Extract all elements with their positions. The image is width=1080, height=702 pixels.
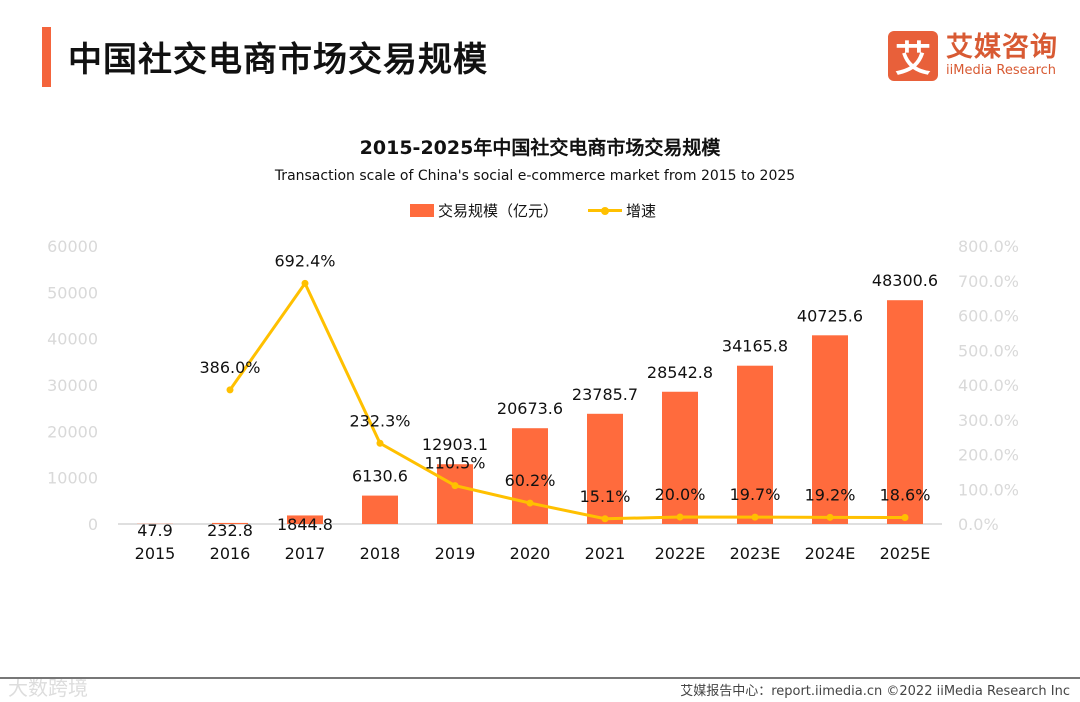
y-right-tick-label: 800.0% <box>958 237 1019 256</box>
x-tick-label: 2022E <box>655 544 706 563</box>
bar-value-label: 1844.8 <box>277 515 333 534</box>
y-left-tick-label: 20000 <box>47 422 98 441</box>
watermark: 大数跨境 <box>8 676 88 700</box>
x-tick-label: 2023E <box>730 544 781 563</box>
growth-point <box>751 513 759 521</box>
growth-value-label: 60.2% <box>505 471 556 490</box>
bar-value-label: 20673.6 <box>497 399 563 418</box>
y-left-tick-label: 10000 <box>47 469 98 488</box>
legend: 交易规模（亿元） 增速 <box>410 200 656 221</box>
bar-value-label: 34165.8 <box>722 337 788 356</box>
bar <box>737 365 773 524</box>
bar-value-label: 6130.6 <box>352 467 408 486</box>
bar-value-label: 232.8 <box>207 521 253 540</box>
y-left-tick-label: 40000 <box>47 330 98 349</box>
growth-value-label: 19.2% <box>805 485 856 504</box>
y-right-tick-label: 100.0% <box>958 480 1019 499</box>
footer-divider <box>0 677 1080 679</box>
growth-value-label: 232.3% <box>349 411 410 430</box>
bar-value-label: 47.9 <box>137 521 173 540</box>
x-tick-label: 2020 <box>510 544 551 563</box>
growth-point <box>676 513 684 521</box>
bar <box>587 413 623 524</box>
bar-value-label: 40725.6 <box>797 306 863 325</box>
x-tick-label: 2018 <box>360 544 401 563</box>
bar <box>812 335 848 524</box>
growth-value-label: 19.7% <box>730 485 781 504</box>
bar <box>662 391 698 524</box>
growth-point <box>226 386 234 394</box>
bar <box>887 300 923 524</box>
bar <box>362 495 398 524</box>
x-tick-label: 2025E <box>880 544 931 563</box>
logo-mark: 艾 <box>888 31 938 81</box>
growth-point <box>301 279 309 287</box>
y-right-tick-label: 600.0% <box>958 307 1019 326</box>
y-right-tick-label: 700.0% <box>958 272 1019 291</box>
x-tick-label: 2016 <box>210 544 251 563</box>
growth-point <box>901 514 909 522</box>
y-left-tick-label: 60000 <box>47 237 98 256</box>
y-right-tick-label: 200.0% <box>958 446 1019 465</box>
y-left-tick-label: 0 <box>88 515 98 534</box>
y-left-tick-label: 30000 <box>47 376 98 395</box>
y-right-tick-label: 0.0% <box>958 515 999 534</box>
legend-line-label: 增速 <box>626 202 657 220</box>
title-accent-bar <box>42 27 51 87</box>
x-tick-label: 2017 <box>285 544 326 563</box>
logo-cn: 艾媒咨询 <box>946 32 1058 63</box>
growth-point <box>601 515 609 523</box>
footer-source: 艾媒报告中心：report.iimedia.cn ©2022 iiMedia R… <box>680 684 1070 699</box>
growth-point <box>526 499 534 507</box>
y-right-tick-label: 500.0% <box>958 341 1019 360</box>
chart-subtitle: Transaction scale of China's social e-co… <box>274 168 796 184</box>
growth-value-label: 20.0% <box>655 485 706 504</box>
x-tick-label: 2019 <box>435 544 476 563</box>
growth-line <box>228 280 906 521</box>
growth-value-label: 110.5% <box>424 454 485 473</box>
x-tick-label: 2015 <box>135 544 176 563</box>
bar-value-label: 23785.7 <box>572 385 638 404</box>
bar-value-label: 48300.6 <box>872 271 938 290</box>
bar <box>437 464 473 524</box>
legend-line-swatch <box>588 206 623 215</box>
growth-value-label: 386.0% <box>199 358 260 377</box>
legend-bar-swatch <box>410 204 434 217</box>
growth-value-label: 18.6% <box>880 486 931 505</box>
y-right-tick-label: 400.0% <box>958 376 1019 395</box>
bar-value-label: 28542.8 <box>647 363 713 382</box>
iimedia-logo: 艾 艾媒咨询 iiMedia Research <box>888 31 1058 81</box>
bar <box>287 515 323 524</box>
y-left-tick-label: 50000 <box>47 283 98 302</box>
x-tick-label: 2021 <box>585 544 626 563</box>
growth-point <box>826 513 834 521</box>
logo-en: iiMedia Research <box>946 63 1057 78</box>
growth-point <box>451 482 459 490</box>
bar <box>212 522 248 524</box>
chart-title: 2015-2025年中国社交电商市场交易规模 <box>359 137 721 159</box>
page-title: 中国社交电商市场交易规模 <box>68 40 488 80</box>
growth-value-label: 15.1% <box>580 487 631 506</box>
growth-value-label: 692.4% <box>274 251 335 270</box>
bar-value-label: 12903.1 <box>422 435 488 454</box>
y-right-tick-label: 300.0% <box>958 411 1019 430</box>
legend-bar-label: 交易规模（亿元） <box>438 202 559 220</box>
x-tick-label: 2024E <box>805 544 856 563</box>
bar <box>512 428 548 524</box>
growth-point <box>376 439 384 447</box>
